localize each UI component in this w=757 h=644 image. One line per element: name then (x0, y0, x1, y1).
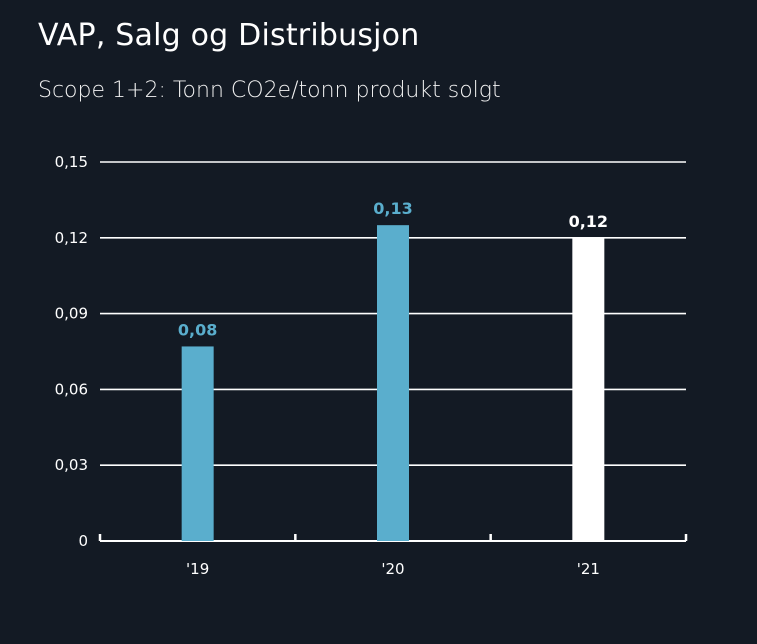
y-tick-label: 0 (78, 532, 88, 550)
bar (572, 237, 605, 542)
y-tick-label: 0,12 (55, 229, 88, 247)
chart-title: VAP, Salg og Distribusjon (38, 18, 420, 53)
y-axis: 0 0,03 0,06 0,09 0,12 0,15 (55, 153, 88, 550)
bar (181, 346, 214, 541)
data-label: 0,12 (569, 212, 608, 231)
data-label: 0,08 (178, 320, 217, 339)
x-tick-label: '20 (381, 560, 404, 578)
x-tick-label: '21 (577, 560, 600, 578)
chart-subtitle: Scope 1+2: Tonn CO2e/tonn produkt solgt (38, 78, 501, 103)
y-tick-label: 0,06 (55, 380, 88, 398)
y-tick-label: 0,15 (55, 153, 88, 171)
y-tick-label: 0,03 (55, 456, 88, 474)
data-labels: 0,08 0,13 0,12 (178, 199, 608, 339)
y-tick-label: 0,09 (55, 305, 88, 323)
bars (181, 225, 605, 542)
x-tick-label: '19 (186, 560, 209, 578)
bar (377, 225, 409, 541)
data-label: 0,13 (373, 199, 412, 218)
